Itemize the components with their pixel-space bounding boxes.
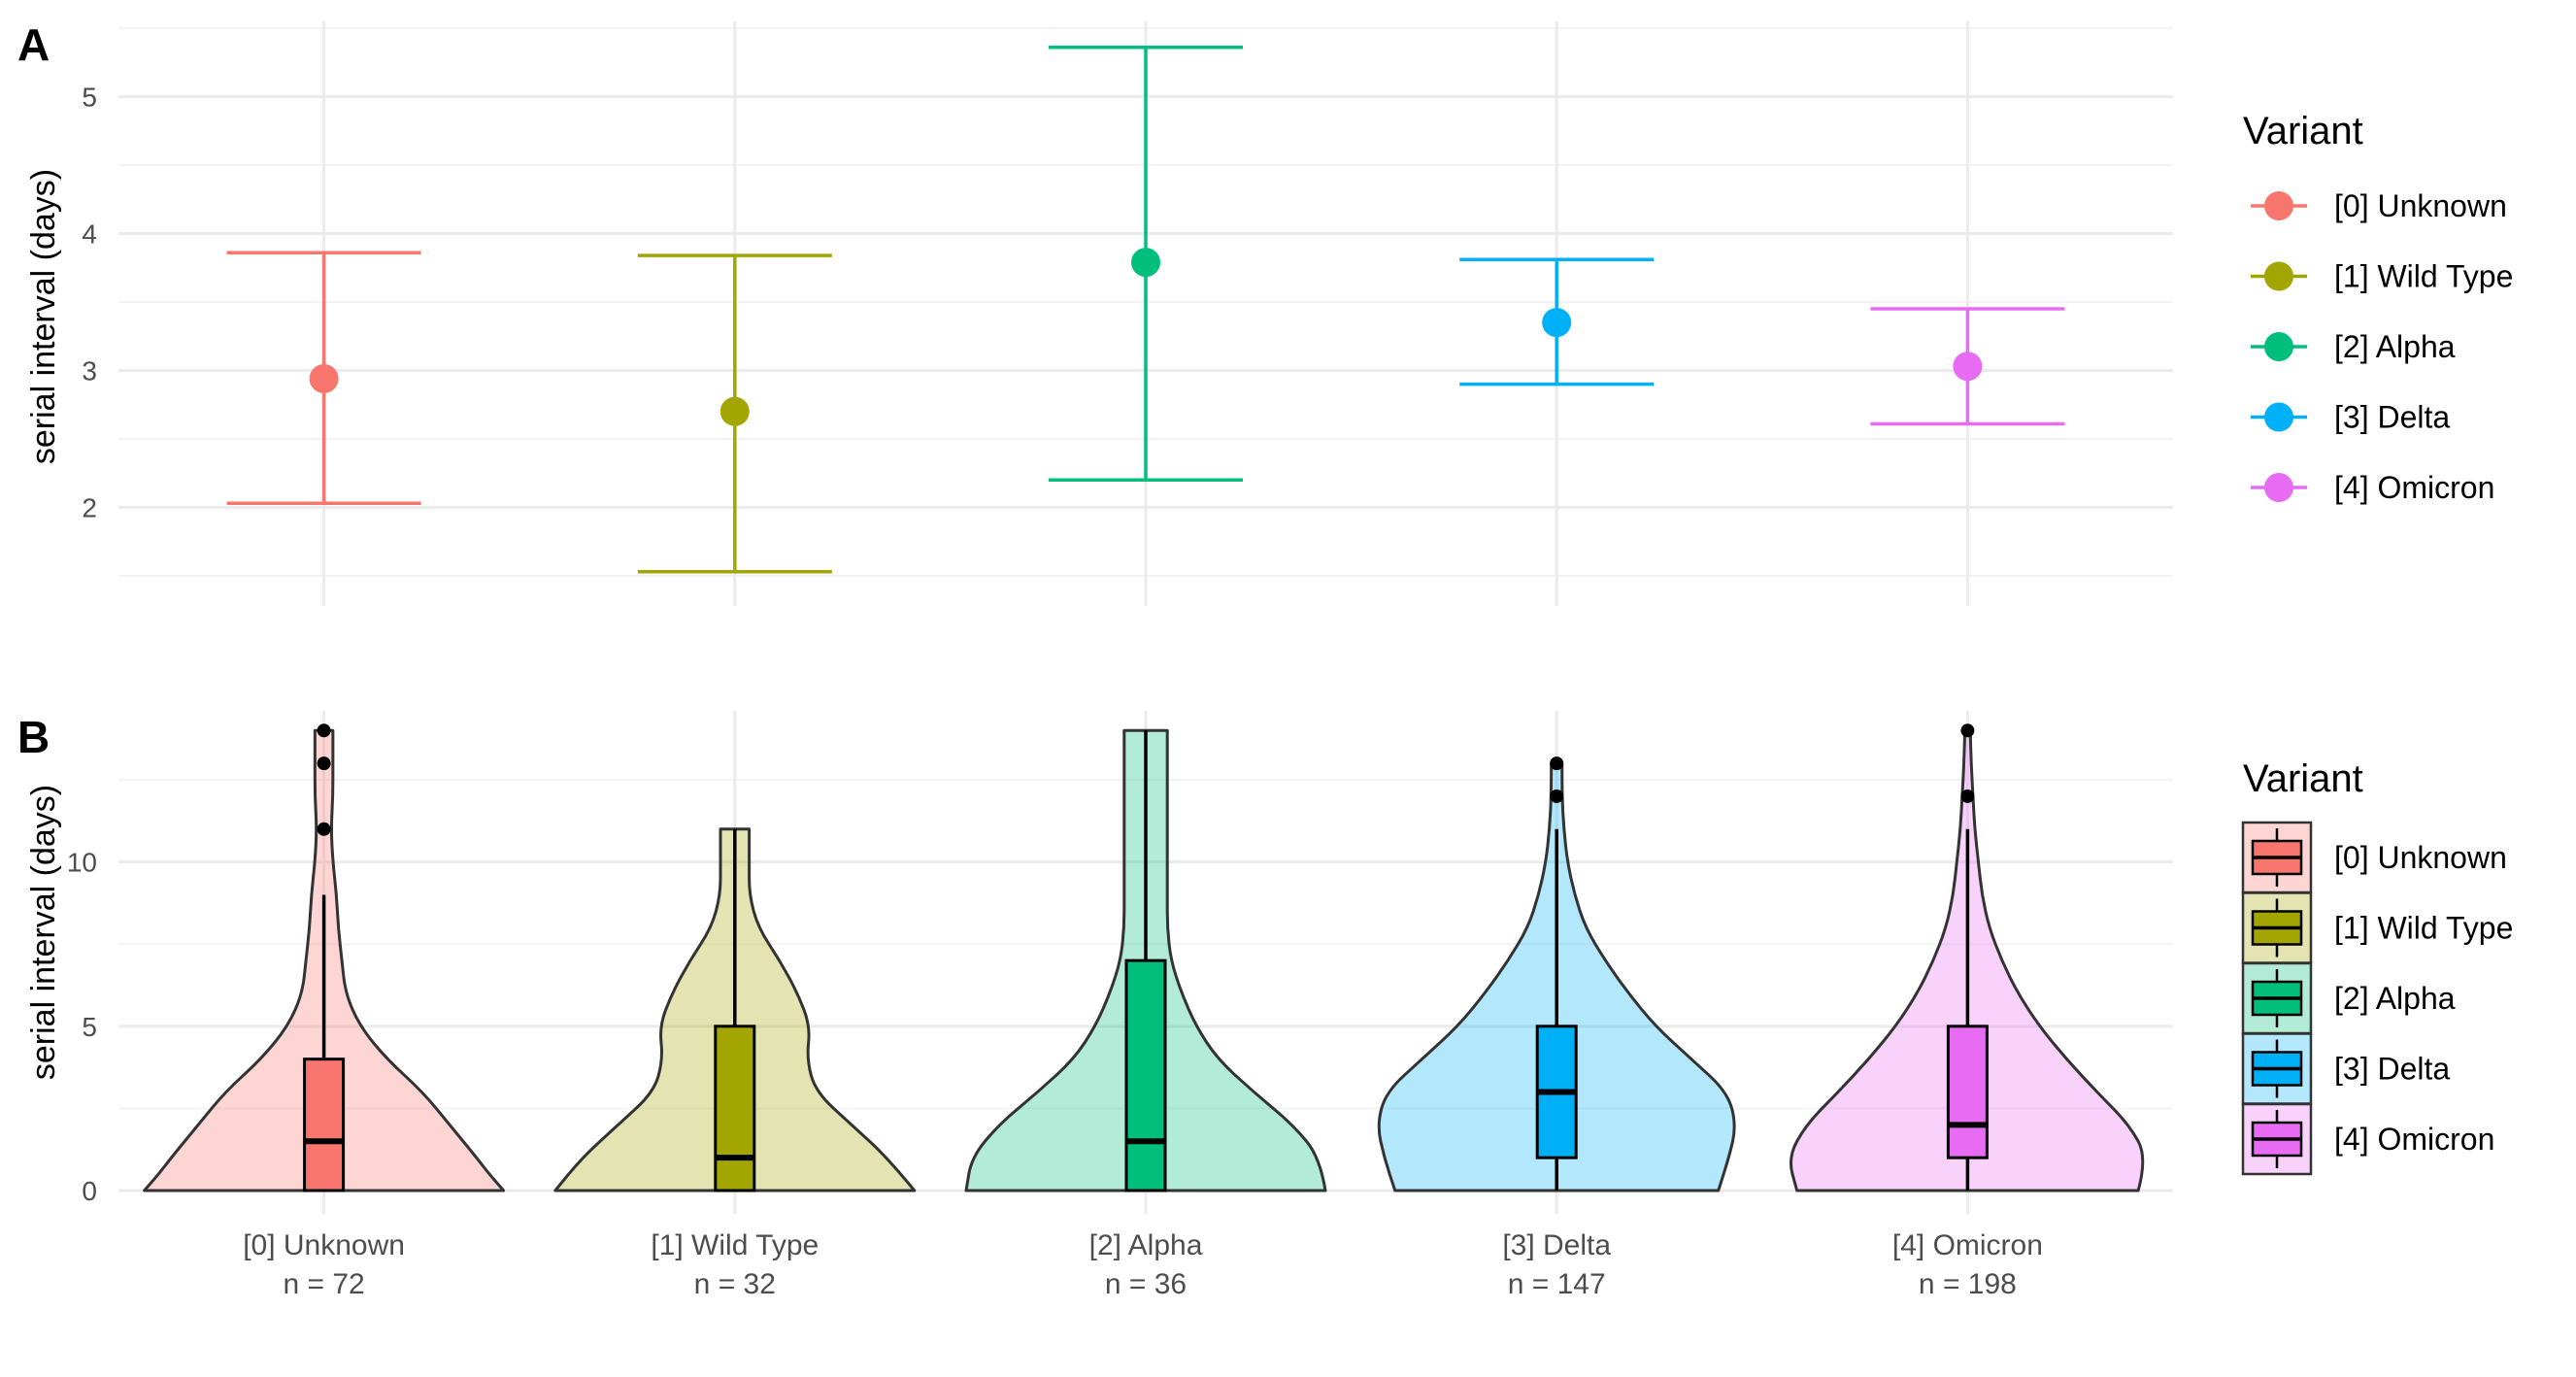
y-tick-label: 10 bbox=[67, 848, 97, 878]
x-tick-count: n = 198 bbox=[1919, 1268, 2017, 1300]
x-tick-label: [2] Alpha bbox=[1089, 1229, 1203, 1261]
outlier-point bbox=[317, 822, 331, 836]
legend-label: [0] Unknown bbox=[2334, 188, 2507, 223]
x-tick-count: n = 36 bbox=[1105, 1268, 1187, 1300]
mean-point bbox=[719, 396, 750, 426]
legend-key-point bbox=[2264, 332, 2293, 361]
panel-a-y-axis-label: serial interval (days) bbox=[25, 169, 62, 464]
violin-group bbox=[553, 827, 917, 1192]
violin-group bbox=[1790, 723, 2145, 1192]
outlier-point bbox=[1550, 789, 1564, 803]
legend-label: [3] Delta bbox=[2334, 400, 2450, 435]
legend-item: [4] Omicron bbox=[2241, 1102, 2494, 1176]
legend-item: [0] Unknown bbox=[2251, 188, 2507, 223]
panel-a-marks bbox=[226, 46, 2065, 574]
panel-b-x-ticks: [0] Unknown n = 72 [1] Wild Type n = 32 [2] … bbox=[243, 1229, 2043, 1300]
mean-point bbox=[1953, 352, 1983, 382]
legend-item: [1] Wild Type bbox=[2251, 259, 2513, 294]
errorbar-group bbox=[1049, 46, 1243, 483]
mean-point bbox=[309, 363, 339, 393]
legend-item: [2] Alpha bbox=[2241, 961, 2456, 1035]
y-tick-label: 5 bbox=[82, 1012, 97, 1042]
errorbar-group bbox=[1459, 257, 1655, 386]
legend-key-point bbox=[2264, 402, 2293, 432]
legend-key-point bbox=[2264, 191, 2293, 220]
panel-b-y-ticks: 0 5 10 bbox=[67, 848, 97, 1206]
panel-a: A 2 3 4 5 serial interval (days) Variant [0… bbox=[17, 19, 2513, 606]
panel-b-y-axis-label: serial interval (days) bbox=[25, 785, 62, 1080]
y-tick-label: 3 bbox=[82, 355, 97, 386]
box bbox=[1124, 958, 1167, 1192]
legend-item: [0] Unknown bbox=[2241, 821, 2507, 894]
legend-label: [1] Wild Type bbox=[2334, 259, 2513, 294]
x-tick-label: [1] Wild Type bbox=[651, 1229, 819, 1261]
x-tick-count: n = 72 bbox=[283, 1268, 364, 1300]
panel-a-legend-items: [0] Unknown [1] Wild Type [2] Alpha [3] Del… bbox=[2251, 188, 2513, 505]
x-tick-label: [4] Omicron bbox=[1892, 1229, 2043, 1261]
legend-label: [2] Alpha bbox=[2334, 329, 2456, 364]
panel-a-legend-title: Variant bbox=[2243, 110, 2363, 152]
panel-a-y-ticks: 2 3 4 5 bbox=[82, 83, 97, 523]
errorbar-group bbox=[1870, 307, 2065, 426]
mean-point bbox=[1542, 308, 1572, 338]
outlier-point bbox=[317, 756, 331, 771]
box bbox=[1946, 1024, 1989, 1159]
x-tick-label: [3] Delta bbox=[1502, 1229, 1611, 1261]
y-tick-label: 0 bbox=[82, 1176, 97, 1206]
outlier-point bbox=[317, 723, 331, 738]
violin-group bbox=[1377, 756, 1736, 1192]
box bbox=[303, 1058, 346, 1192]
legend-label: [4] Omicron bbox=[2334, 1122, 2494, 1157]
legend-label: [4] Omicron bbox=[2334, 470, 2494, 505]
legend-item: [2] Alpha bbox=[2251, 329, 2456, 364]
outlier-point bbox=[1960, 723, 1975, 738]
legend-label: [0] Unknown bbox=[2334, 840, 2507, 875]
y-tick-label: 2 bbox=[82, 492, 97, 522]
outlier-point bbox=[1960, 789, 1975, 803]
errorbar-group bbox=[637, 253, 832, 574]
panel-b-legend-items: [0] Unknown [1] Wild Type [2] Alpha [3] Del… bbox=[2241, 821, 2513, 1176]
panel-b-letter: B bbox=[17, 712, 50, 762]
box bbox=[714, 1024, 756, 1192]
violin-group bbox=[143, 723, 506, 1192]
panel-b: B 0 5 10 serial interval (days) [0] Unknow… bbox=[17, 711, 2513, 1300]
legend-item: [1] Wild Type bbox=[2241, 891, 2513, 964]
panel-b-marks bbox=[143, 723, 2145, 1192]
x-tick-label: [0] Unknown bbox=[243, 1229, 405, 1261]
panel-b-legend: Variant [0] Unknown [1] Wild Type [2] Alph… bbox=[2241, 757, 2513, 1176]
legend-key-point bbox=[2264, 261, 2293, 291]
legend-label: [2] Alpha bbox=[2334, 981, 2456, 1016]
x-tick-count: n = 32 bbox=[694, 1268, 776, 1300]
legend-label: [1] Wild Type bbox=[2334, 911, 2513, 946]
outlier-point bbox=[1550, 756, 1564, 771]
panel-b-legend-title: Variant bbox=[2243, 757, 2363, 800]
legend-key-point bbox=[2264, 473, 2293, 502]
legend-item: [3] Delta bbox=[2251, 400, 2450, 435]
y-tick-label: 4 bbox=[82, 219, 97, 250]
legend-item: [3] Delta bbox=[2241, 1032, 2450, 1105]
mean-point bbox=[1131, 248, 1160, 278]
x-tick-count: n = 147 bbox=[1508, 1268, 1606, 1300]
y-tick-label: 5 bbox=[82, 83, 97, 113]
errorbar-group bbox=[226, 251, 421, 505]
legend-label: [3] Delta bbox=[2334, 1052, 2450, 1087]
violin-group bbox=[964, 728, 1327, 1192]
legend-item: [4] Omicron bbox=[2251, 470, 2494, 505]
panel-a-legend: Variant [0] Unknown [1] Wild Type [2] Alph… bbox=[2243, 110, 2513, 505]
panel-a-letter: A bbox=[17, 19, 50, 70]
